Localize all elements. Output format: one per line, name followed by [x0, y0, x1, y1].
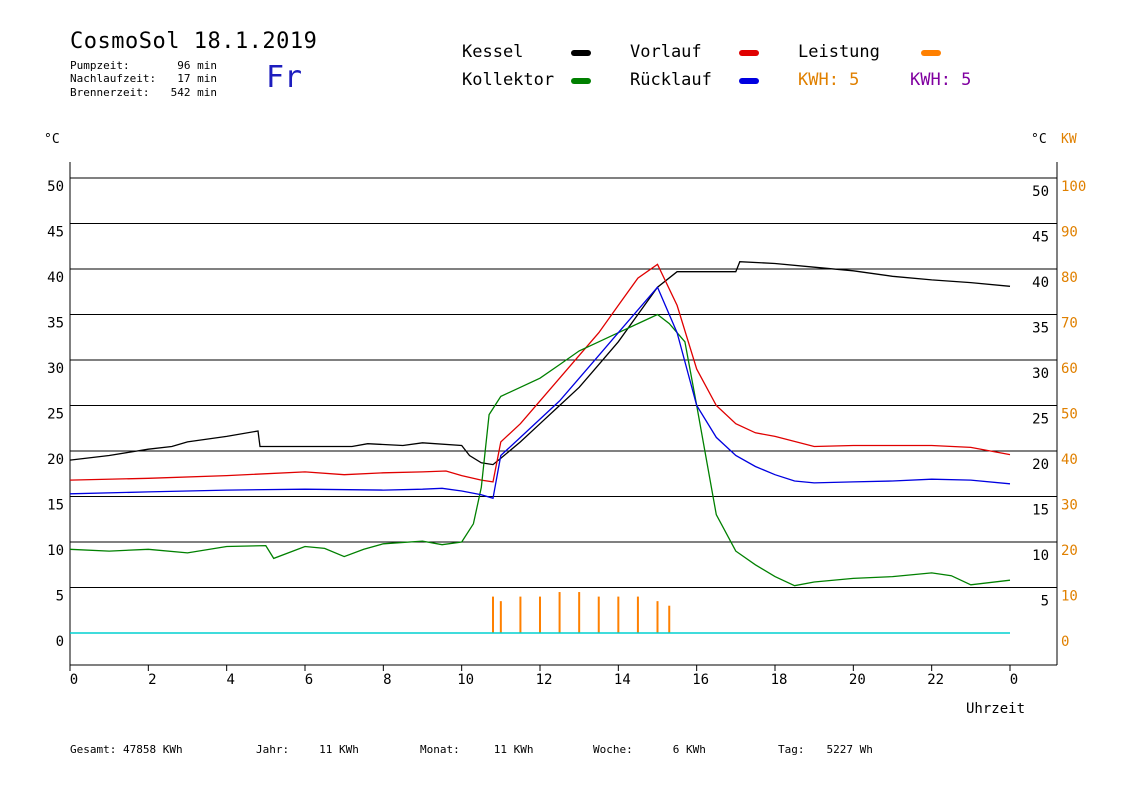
- y-tick-label: 40: [47, 270, 64, 286]
- y2-tick-label: 80: [1061, 270, 1078, 286]
- right-axis-unit-c: °C: [1031, 132, 1047, 147]
- y2-tick-label: 60: [1061, 361, 1078, 377]
- footer-value: 47858 KWh: [122, 743, 183, 756]
- y-tick-label: 45: [47, 225, 64, 241]
- stat-label: Pumpzeit:: [70, 59, 130, 72]
- right-axis-unit-kw: KW: [1061, 132, 1077, 147]
- stat-pumpzeit: Pumpzeit: 96 min: [70, 59, 217, 72]
- y-tick-label: 30: [47, 361, 64, 377]
- y-right-tick-label: 20: [1032, 457, 1049, 473]
- footer-label: Gesamt:: [70, 743, 117, 756]
- legend-kwh-purple: KWH: 5: [910, 70, 972, 90]
- x-tick-label: 2: [148, 672, 156, 688]
- footer-label: Jahr:: [256, 743, 290, 756]
- y-tick-label: 15: [47, 498, 64, 514]
- y-right-tick-label: 30: [1032, 366, 1049, 382]
- legend-kessel-swatch: [571, 50, 591, 56]
- footer-value: 6 KWh: [672, 743, 706, 756]
- y-right-tick-label: 35: [1032, 321, 1049, 337]
- y-right-tick-label: 50: [1032, 184, 1049, 200]
- legend-leistung-swatch: [921, 50, 941, 56]
- x-tick-label: 0: [1010, 672, 1018, 688]
- series-line-kollektor: [69, 313, 1011, 587]
- footer-value: 11 KWh: [493, 743, 534, 756]
- x-tick-label: 16: [692, 672, 709, 688]
- x-tick-label: 22: [927, 672, 944, 688]
- footer-label: Monat:: [420, 743, 460, 756]
- y-right-tick-label: 40: [1032, 275, 1049, 291]
- y-tick-label: 50: [47, 179, 64, 195]
- stat-label: Brennerzeit:: [70, 86, 150, 99]
- y-right-tick-label: 45: [1032, 230, 1049, 246]
- chart-title: CosmoSol 18.1.2019: [70, 29, 318, 54]
- y-tick-label: 35: [47, 316, 64, 332]
- x-tick-label: 0: [70, 672, 78, 688]
- y2-tick-label: 30: [1061, 498, 1078, 514]
- y-tick-label: 5: [56, 589, 64, 605]
- stat-label: Nachlaufzeit:: [70, 72, 157, 85]
- y-right-tick-label: 15: [1032, 503, 1049, 519]
- footer-value: 11 KWh: [319, 743, 359, 756]
- y2-tick-label: 100: [1061, 179, 1086, 195]
- x-tick-label: 14: [614, 672, 631, 688]
- stat-brennerzeit: Brennerzeit: 542 min: [70, 86, 217, 99]
- x-tick-label: 4: [226, 672, 234, 688]
- stat-value: 542 min: [170, 86, 217, 99]
- y2-tick-label: 90: [1061, 225, 1078, 241]
- stat-nachlaufzeit: Nachlaufzeit: 17 min: [70, 72, 217, 85]
- y2-tick-label: 10: [1061, 589, 1078, 605]
- series-layer: [69, 261, 1011, 634]
- y-tick-label: 0: [56, 634, 64, 650]
- x-axis-label: Uhrzeit: [966, 701, 1026, 717]
- y-right-tick-label: 10: [1032, 548, 1049, 564]
- left-axis-unit: °C: [44, 132, 60, 147]
- x-tick-label: 6: [305, 672, 313, 688]
- legend-kollektor-label: Kollektor: [462, 70, 555, 90]
- ticks-layer: 0510152025303540455051015202530354045500…: [47, 179, 1086, 688]
- footer-tag: Tag: 5227 Wh: [778, 743, 873, 756]
- grid-layer: [69, 162, 1058, 666]
- series-line-kessel: [69, 261, 1011, 466]
- y-tick-label: 10: [47, 543, 64, 559]
- footer-jahr: Jahr: 11 KWh: [256, 743, 359, 756]
- footer-value: 5227 Wh: [826, 743, 873, 756]
- x-tick-label: 8: [383, 672, 391, 688]
- legend-ruecklauf-label: Rücklauf: [630, 70, 712, 90]
- x-tick-label: 18: [771, 672, 788, 688]
- footer-woche: Woche: 6 KWh: [593, 743, 706, 756]
- footer-label: Woche:: [593, 743, 633, 756]
- series-line-rcklauf: [69, 285, 1011, 500]
- stat-value: 17 min: [177, 72, 217, 85]
- x-tick-label: 12: [536, 672, 553, 688]
- legend-kollektor-swatch: [571, 78, 591, 84]
- x-tick-label: 10: [457, 672, 474, 688]
- y2-tick-label: 20: [1061, 543, 1078, 559]
- footer-label: Tag:: [778, 743, 805, 756]
- x-tick-label: 20: [849, 672, 866, 688]
- y2-tick-label: 70: [1061, 316, 1078, 332]
- legend-vorlauf-swatch: [739, 50, 759, 56]
- y-right-tick-label: 25: [1032, 412, 1049, 428]
- y-tick-label: 20: [47, 452, 64, 468]
- y2-tick-label: 50: [1061, 407, 1078, 423]
- legend-leistung-label: Leistung: [798, 42, 880, 62]
- footer-gesamt: Gesamt: 47858 KWh: [70, 743, 183, 756]
- y2-tick-label: 0: [1061, 634, 1069, 650]
- series-line-vorlauf: [69, 263, 1011, 483]
- weekday-label: Fr: [266, 60, 303, 95]
- stat-value: 96 min: [177, 59, 217, 72]
- y-right-tick-label: 5: [1041, 594, 1049, 610]
- y2-tick-label: 40: [1061, 452, 1078, 468]
- legend-kessel-label: Kessel: [462, 42, 524, 62]
- y-tick-label: 25: [47, 407, 64, 423]
- legend-kwh-orange: KWH: 5: [798, 70, 860, 90]
- legend-ruecklauf-swatch: [739, 78, 759, 84]
- legend-vorlauf-label: Vorlauf: [630, 42, 702, 62]
- footer-monat: Monat: 11 KWh: [420, 743, 534, 756]
